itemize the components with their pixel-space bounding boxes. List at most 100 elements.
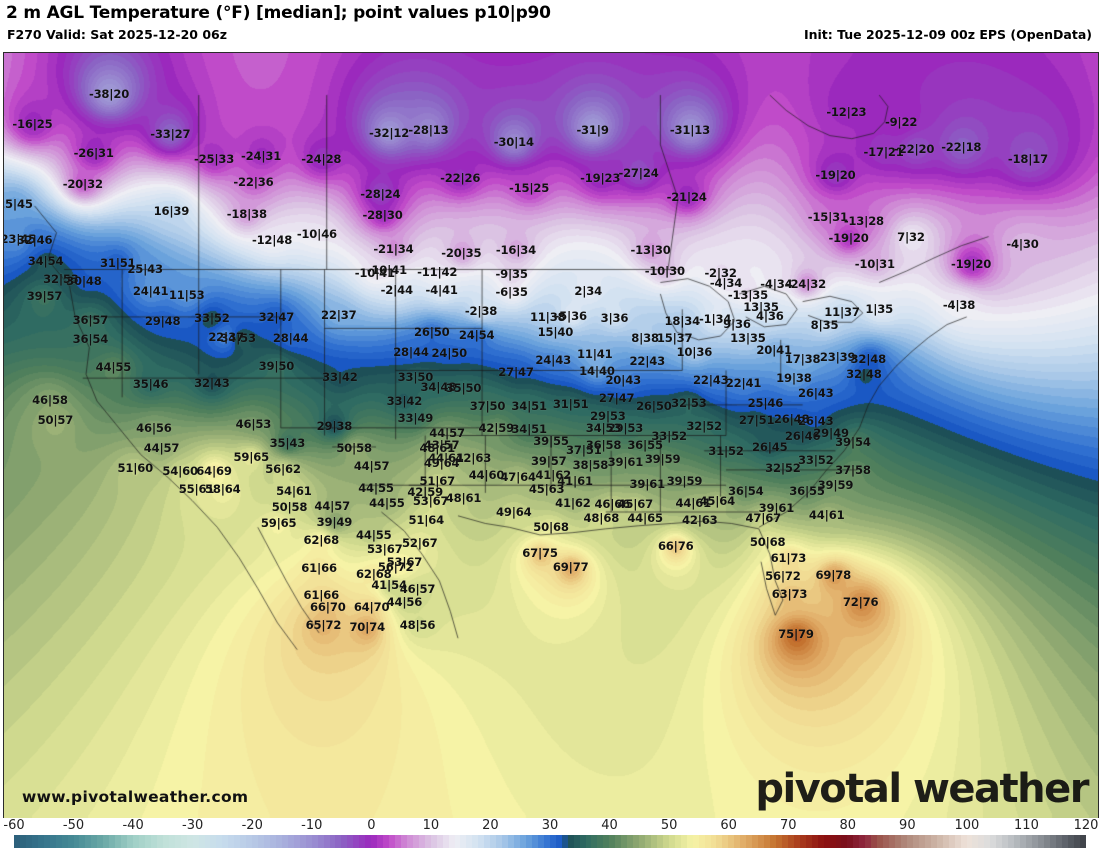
point-value-label: -4|34: [709, 276, 743, 291]
point-value-label: 1|35: [865, 301, 894, 316]
colorbar-segment: [603, 835, 610, 848]
point-value-label: -2|44: [380, 283, 413, 298]
point-value-label: 44|55: [369, 495, 405, 510]
point-value-label: 34|48: [420, 380, 457, 395]
point-value-label: 33|42: [322, 370, 358, 385]
point-value-label: -4|34: [760, 277, 793, 292]
colorbar-segment: [436, 835, 443, 848]
point-value-label: 20|43: [605, 373, 641, 388]
colorbar-segment: [764, 835, 771, 848]
colorbar-segment: [31, 835, 38, 848]
point-value-label: -18|38: [226, 207, 267, 222]
colorbar-segment: [633, 835, 640, 848]
point-value-label: 24|43: [535, 352, 571, 367]
point-value-label: 2|34: [574, 283, 603, 298]
point-value-label: 33|52: [797, 452, 834, 467]
colorbar-tick: 50: [660, 818, 678, 833]
point-value-label: 53|67: [366, 542, 403, 557]
colorbar-tick: -20: [241, 818, 263, 833]
point-value-label: 11|53: [168, 287, 205, 302]
point-value-label: 29|38: [316, 418, 353, 433]
point-value-label: 9|36: [723, 316, 751, 331]
point-value-label: 72|76: [842, 594, 879, 609]
colorbar-segment: [996, 835, 1003, 848]
colorbar-segment: [841, 835, 848, 848]
colorbar-segment: [478, 835, 485, 848]
colorbar-tick: 90: [899, 818, 916, 833]
colorbar-segment: [1037, 835, 1044, 848]
point-value-label: 39|49: [316, 514, 353, 529]
point-value-label: 49|64: [423, 456, 460, 471]
point-value-label: -18|17: [1007, 151, 1049, 166]
point-value-label: 44|57: [314, 498, 350, 513]
point-value-label: -15|31: [807, 210, 848, 225]
colorbar-segment: [805, 835, 812, 848]
point-value-label: 44|57: [143, 440, 180, 455]
point-value-label: 33|52: [194, 311, 230, 326]
colorbar-segment: [186, 835, 193, 848]
point-value-label: -32|12: [369, 125, 410, 140]
point-value-label: 39|61: [758, 501, 795, 516]
point-value-label: 22|43: [692, 372, 729, 387]
colorbar-segment: [686, 835, 693, 848]
colorbar-segment: [871, 835, 878, 848]
colorbar-segment: [389, 835, 395, 848]
point-value-label: 36|55: [627, 438, 663, 453]
colorbar-segment: [549, 835, 556, 848]
colorbar-segment: [948, 835, 955, 848]
point-value-label: 65|72: [305, 618, 342, 633]
colorbar-segment: [484, 835, 491, 848]
point-value-label: 26|50: [636, 398, 672, 413]
point-value-label: 31|51: [100, 255, 136, 270]
colorbar-segment: [103, 835, 110, 848]
point-value-label: 33|50: [397, 369, 434, 384]
colorbar-segment: [692, 835, 699, 848]
point-value-label: 34|53: [220, 331, 256, 346]
point-value-label: 44|55: [356, 527, 392, 542]
point-value-label: 29|49: [813, 426, 849, 441]
colorbar-segment: [424, 835, 431, 848]
point-value-label: 7|32: [897, 229, 925, 244]
point-value-label: 16|39: [153, 204, 190, 219]
site-url-label: www.pivotalweather.com: [22, 788, 249, 806]
point-value-label: -11|42: [417, 264, 458, 279]
point-value-label: 44|61: [808, 508, 845, 523]
point-value-label: -12|23: [826, 104, 867, 119]
point-value-label: 11|38: [529, 309, 566, 324]
colorbar-segment: [835, 835, 842, 848]
point-value-label: 37|51: [566, 443, 602, 458]
point-value-label: 8|38: [631, 330, 659, 345]
temperature-map[interactable]: -16|25 -38|20 -26|31 -33|27 -20|32 -25|33 -24|…: [3, 52, 1099, 819]
colorbar-segment: [889, 835, 896, 848]
colorbar-segment: [395, 835, 401, 848]
point-value-label: 36|55: [789, 483, 825, 498]
point-value-label: 35|50: [445, 381, 482, 396]
colorbar-segment: [746, 835, 753, 848]
colorbar-segment: [335, 835, 342, 848]
colorbar-segment: [543, 835, 550, 848]
colorbar-segment: [43, 835, 50, 848]
point-value-label: 26|43: [797, 385, 834, 400]
colorbar-segment: [258, 835, 265, 848]
colorbar-segment: [597, 835, 604, 848]
colorbar-segment: [650, 835, 657, 848]
colorbar-segment: [460, 835, 467, 848]
point-value-label: 45|63: [528, 482, 565, 497]
colorbar-segment: [924, 835, 931, 848]
colorbar-segment: [1055, 835, 1062, 848]
colorbar-segment: [85, 835, 92, 848]
colorbar-segment: [912, 835, 919, 848]
point-value-label: 31|52: [708, 443, 744, 458]
point-value-label: -21|24: [666, 189, 707, 204]
point-value-label: 45|64: [699, 493, 736, 508]
point-value-label: -28|24: [360, 186, 401, 201]
point-value-label: 29|53: [590, 408, 626, 423]
colorbar-segment: [353, 835, 360, 848]
point-value-label: 44|55: [95, 360, 132, 375]
point-value-label: 63|73: [771, 586, 808, 601]
point-value-label: -25|33: [193, 151, 235, 166]
point-value-label: 33|52: [651, 428, 687, 443]
colorbar-tick: 40: [601, 818, 618, 833]
point-value-label: 22|41: [725, 376, 762, 391]
point-value-label: 39|61: [607, 454, 644, 469]
